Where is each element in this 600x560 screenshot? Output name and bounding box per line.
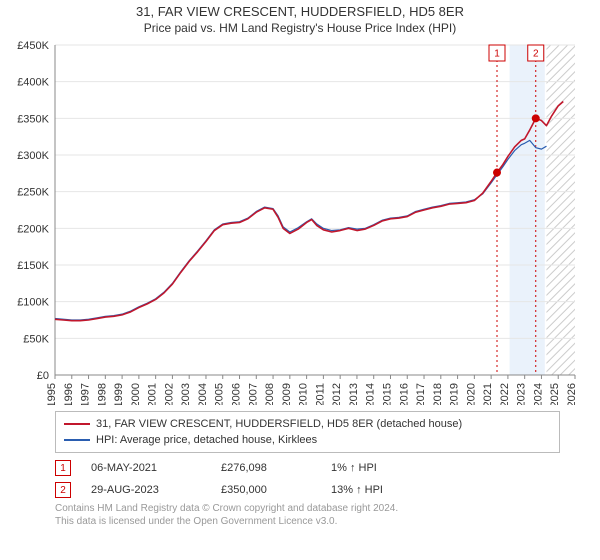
svg-text:2019: 2019 <box>449 383 461 405</box>
transaction-pct-vs-hpi: 13% ↑ HPI <box>331 484 401 496</box>
chart-title-block: 31, FAR VIEW CRESCENT, HUDDERSFIELD, HD5… <box>0 0 600 35</box>
footer-line: This data is licensed under the Open Gov… <box>55 516 560 529</box>
legend-label: HPI: Average price, detached house, Kirk… <box>96 434 317 446</box>
transaction-price: £276,098 <box>221 462 311 474</box>
svg-text:1995: 1995 <box>46 383 58 405</box>
svg-text:2018: 2018 <box>432 383 444 405</box>
legend-item: HPI: Average price, detached house, Kirk… <box>64 432 551 448</box>
legend-label: 31, FAR VIEW CRESCENT, HUDDERSFIELD, HD5… <box>96 418 462 430</box>
svg-text:2022: 2022 <box>499 383 511 405</box>
svg-text:2023: 2023 <box>516 383 528 405</box>
svg-text:£0: £0 <box>37 370 49 382</box>
svg-text:2025: 2025 <box>549 383 561 405</box>
svg-text:£250K: £250K <box>17 187 49 199</box>
transaction-price: £350,000 <box>221 484 311 496</box>
svg-text:£450K: £450K <box>17 40 49 52</box>
transaction-row: 2 29-AUG-2023 £350,000 13% ↑ HPI <box>55 479 560 501</box>
svg-text:2014: 2014 <box>365 383 377 405</box>
svg-text:£50K: £50K <box>23 333 49 345</box>
svg-text:2024: 2024 <box>532 383 544 405</box>
svg-text:2021: 2021 <box>482 383 494 405</box>
svg-text:2012: 2012 <box>331 383 343 405</box>
svg-text:2010: 2010 <box>298 383 310 405</box>
svg-text:2002: 2002 <box>163 383 175 405</box>
svg-text:£400K: £400K <box>17 77 49 89</box>
footer-line: Contains HM Land Registry data © Crown c… <box>55 503 560 516</box>
transaction-date: 29-AUG-2023 <box>91 484 201 496</box>
svg-text:1999: 1999 <box>113 383 125 405</box>
svg-text:2000: 2000 <box>130 383 142 405</box>
svg-text:1998: 1998 <box>96 383 108 405</box>
svg-text:2003: 2003 <box>180 383 192 405</box>
transaction-row: 1 06-MAY-2021 £276,098 1% ↑ HPI <box>55 457 560 479</box>
svg-text:2026: 2026 <box>566 383 578 405</box>
svg-text:2001: 2001 <box>147 383 159 405</box>
price-chart: £0 £50K £100K £150K £200K £250K £300K £350K £400… <box>0 35 600 405</box>
transaction-table: 1 06-MAY-2021 £276,098 1% ↑ HPI 2 29-AUG… <box>55 457 560 501</box>
chart-title-line1: 31, FAR VIEW CRESCENT, HUDDERSFIELD, HD5… <box>0 4 600 19</box>
chart-title-line2: Price paid vs. HM Land Registry's House … <box>0 21 600 35</box>
svg-text:2: 2 <box>533 49 539 60</box>
svg-text:£150K: £150K <box>17 260 49 272</box>
legend-swatch <box>64 439 90 441</box>
svg-text:£200K: £200K <box>17 223 49 235</box>
svg-text:1997: 1997 <box>80 383 92 405</box>
transaction-pct-vs-hpi: 1% ↑ HPI <box>331 462 401 474</box>
legend: 31, FAR VIEW CRESCENT, HUDDERSFIELD, HD5… <box>55 411 560 453</box>
svg-text:2008: 2008 <box>264 383 276 405</box>
svg-text:£300K: £300K <box>17 150 49 162</box>
svg-text:2007: 2007 <box>247 383 259 405</box>
transaction-marker: 1 <box>55 460 71 476</box>
svg-text:2009: 2009 <box>281 383 293 405</box>
legend-item: 31, FAR VIEW CRESCENT, HUDDERSFIELD, HD5… <box>64 416 551 432</box>
svg-text:1996: 1996 <box>63 383 75 405</box>
svg-text:2017: 2017 <box>415 383 427 405</box>
svg-text:2004: 2004 <box>197 383 209 405</box>
attribution-footer: Contains HM Land Registry data © Crown c… <box>55 503 560 528</box>
svg-text:2006: 2006 <box>231 383 243 405</box>
svg-text:2020: 2020 <box>465 383 477 405</box>
chart-container: £0 £50K £100K £150K £200K £250K £300K £350K £400… <box>0 35 600 405</box>
svg-text:2015: 2015 <box>381 383 393 405</box>
svg-text:2013: 2013 <box>348 383 360 405</box>
svg-text:£350K: £350K <box>17 113 49 125</box>
svg-text:2005: 2005 <box>214 383 226 405</box>
svg-text:2011: 2011 <box>314 383 326 405</box>
transaction-marker: 2 <box>55 482 71 498</box>
svg-text:1: 1 <box>494 49 500 60</box>
svg-text:£100K: £100K <box>17 297 49 309</box>
transaction-date: 06-MAY-2021 <box>91 462 201 474</box>
svg-text:2016: 2016 <box>398 383 410 405</box>
legend-swatch <box>64 423 90 425</box>
